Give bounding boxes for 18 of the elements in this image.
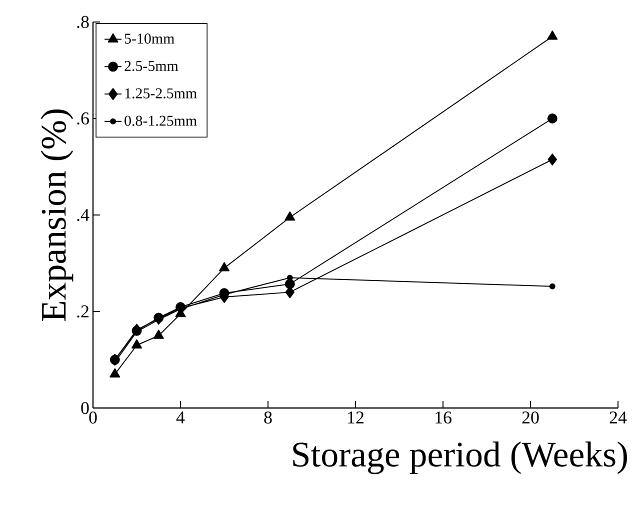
x-tick-label: 16: [436, 412, 452, 424]
x-tick-label: 4: [176, 411, 185, 424]
y-tick-label: .8: [77, 16, 89, 28]
legend-label: 5-10mm: [124, 34, 174, 44]
y-tick-label: .6: [77, 112, 89, 125]
y-axis-title: Expansion (%): [40, 110, 74, 322]
y-tick-label: 0: [81, 402, 89, 414]
legend-label: 0.8-1.25mm: [124, 116, 197, 126]
legend-label: 2.5-5mm: [124, 60, 178, 72]
x-tick-label: 8: [264, 412, 272, 424]
x-tick-label: 20: [522, 412, 539, 424]
x-tick-label: 0: [89, 412, 97, 424]
x-axis-title: Storage period (Weeks): [293, 442, 627, 474]
x-tick-label: 24: [610, 412, 627, 424]
legend-label: 1.25-2.5mm: [125, 88, 197, 98]
y-tick-label: .4: [77, 208, 90, 222]
x-tick-label: 12: [348, 412, 364, 424]
y-tick-label: .2: [77, 305, 89, 318]
